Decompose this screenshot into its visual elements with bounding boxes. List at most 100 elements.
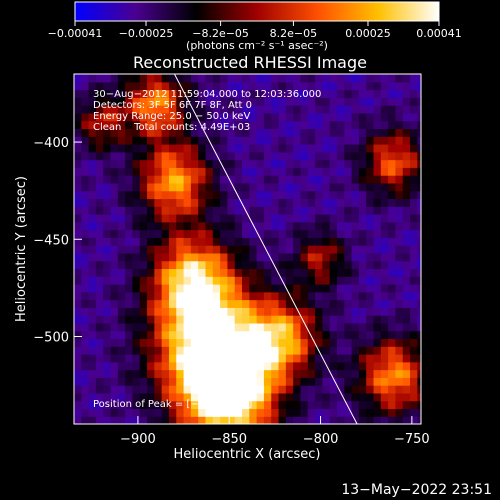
heatmap-cell xyxy=(88,346,97,355)
heatmap-cell xyxy=(285,276,294,285)
heatmap-cell xyxy=(183,229,192,238)
heatmap-cell xyxy=(88,167,97,176)
heatmap-cell xyxy=(322,198,331,207)
heatmap-cell xyxy=(242,330,250,340)
heatmap-cell xyxy=(183,128,192,137)
heatmap-cell xyxy=(300,346,309,355)
heatmap-cell xyxy=(402,175,411,184)
heatmap-cell xyxy=(329,330,338,340)
heatmap-cell xyxy=(410,190,418,200)
heatmap-cell xyxy=(417,167,421,176)
heatmap-cell xyxy=(212,206,221,215)
heatmap-cell xyxy=(249,361,258,371)
heatmap-cell xyxy=(190,206,199,215)
heatmap-cell xyxy=(410,167,418,176)
heatmap-cell xyxy=(212,167,221,176)
heatmap-cell xyxy=(81,144,90,153)
heatmap-cell xyxy=(220,369,229,378)
heatmap-cell xyxy=(256,315,265,324)
heatmap-cell xyxy=(278,400,287,410)
heatmap-cell xyxy=(373,221,382,231)
heatmap-cell xyxy=(190,385,199,394)
heatmap-cell xyxy=(278,322,287,332)
heatmap-cell xyxy=(168,307,177,316)
heatmap-cell xyxy=(336,81,345,91)
heatmap-cell xyxy=(271,330,280,340)
heatmap-cell xyxy=(212,400,221,410)
heatmap-cell xyxy=(147,392,155,402)
heatmap-cell xyxy=(351,198,360,207)
heatmap-cell xyxy=(322,330,331,340)
heatmap-cell xyxy=(402,408,411,417)
heatmap-cell xyxy=(227,307,236,316)
heatmap-cell xyxy=(161,346,170,355)
heatmap-cell xyxy=(300,144,309,153)
heatmap-cell xyxy=(190,221,199,231)
heatmap-cell xyxy=(388,400,397,410)
heatmap-cell xyxy=(139,330,148,340)
heatmap-cell xyxy=(205,322,214,332)
heatmap-cell xyxy=(117,237,126,246)
heatmap-cell xyxy=(125,144,134,153)
heatmap-cell xyxy=(95,128,104,137)
heatmap-cell xyxy=(242,315,250,324)
heatmap-cell xyxy=(234,307,243,316)
heatmap-cell xyxy=(329,198,338,207)
heatmap-cell xyxy=(234,214,243,223)
generation-timestamp: 13−May−2022 23:51 xyxy=(341,482,492,498)
heatmap-cell xyxy=(322,416,331,424)
heatmap-cell xyxy=(95,74,104,83)
heatmap-cell xyxy=(249,214,258,223)
heatmap-cell xyxy=(190,245,199,254)
heatmap-cell xyxy=(336,128,345,137)
heatmap-cell xyxy=(256,112,265,122)
heatmap-cell xyxy=(307,229,316,238)
heatmap-cell xyxy=(373,112,382,122)
y-axis-ticks: −400−450−500 xyxy=(33,136,82,346)
heatmap-cell xyxy=(220,237,229,246)
heatmap-cell xyxy=(110,408,119,417)
heatmap-cell xyxy=(285,392,294,402)
heatmap-cell xyxy=(205,299,214,308)
heatmap-cell xyxy=(249,322,258,332)
heatmap-cell xyxy=(344,408,353,417)
heatmap-cell xyxy=(242,237,250,246)
heatmap-cell xyxy=(249,120,258,130)
heatmap-cell xyxy=(220,346,229,355)
heatmap-cell xyxy=(103,112,112,122)
heatmap-cell xyxy=(205,105,214,114)
heatmap-cell xyxy=(147,74,155,83)
heatmap-cell xyxy=(147,198,155,207)
heatmap-cell xyxy=(249,105,258,114)
heatmap-cell xyxy=(395,175,404,184)
heatmap-cell xyxy=(358,144,367,153)
heatmap-cell xyxy=(395,159,404,168)
heatmap-cell xyxy=(366,408,375,417)
heatmap-cell xyxy=(183,276,192,285)
heatmap-cell xyxy=(110,206,119,215)
heatmap-cell xyxy=(212,291,221,301)
heatmap-cell xyxy=(307,167,316,176)
heatmap-cell xyxy=(95,377,104,386)
heatmap-cell xyxy=(234,128,243,137)
heatmap-cell xyxy=(88,89,97,98)
heatmap-cell xyxy=(256,291,265,301)
heatmap-cell xyxy=(358,252,367,262)
heatmap-cell xyxy=(410,307,418,316)
heatmap-cell xyxy=(176,245,185,254)
heatmap-cell xyxy=(95,237,104,246)
heatmap-cell xyxy=(410,97,418,106)
heatmap-cell xyxy=(417,89,421,98)
heatmap-cell xyxy=(103,206,112,215)
heatmap-cell xyxy=(176,112,185,122)
heatmap-cell xyxy=(285,175,294,184)
heatmap-cell xyxy=(315,315,323,324)
heatmap-cell xyxy=(74,214,82,223)
heatmap-cell xyxy=(395,338,404,347)
heatmap-cell xyxy=(139,175,148,184)
heatmap-cell xyxy=(81,89,90,98)
heatmap-cell xyxy=(212,276,221,285)
heatmap-cell xyxy=(410,408,418,417)
heatmap-cell xyxy=(322,112,331,122)
heatmap-cell xyxy=(110,276,119,285)
